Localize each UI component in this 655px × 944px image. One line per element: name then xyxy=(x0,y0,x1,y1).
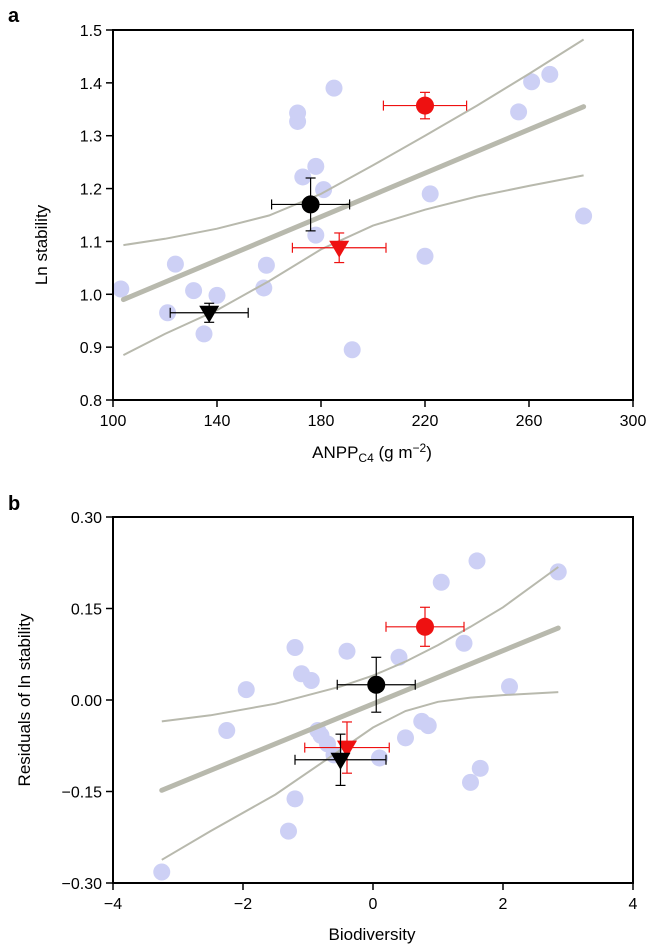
panel-b-data-point-21 xyxy=(468,552,486,570)
panel-a-plot-area: 100 140 180 220 260 300 0.8 0.9 1.0 1.1 1.2 1.3 1.4 1… xyxy=(80,23,647,430)
panel-b-data-point-19 xyxy=(455,634,473,652)
panel-b-data-point-2 xyxy=(237,681,255,699)
panel-a-data-point-18 xyxy=(510,103,528,121)
panel-b-data-point-15 xyxy=(397,729,414,747)
panel-a-data-point-12 xyxy=(307,226,325,244)
panel-a-data-point-3 xyxy=(185,282,203,300)
panel-b-y-tick-label-3: 0.15 xyxy=(71,602,102,619)
panel-b-data-point-13 xyxy=(371,749,388,767)
panel-b-data-point-18 xyxy=(432,573,450,591)
panel-a-circle-point-1 xyxy=(416,96,434,115)
panel-b-data-point-0 xyxy=(153,863,171,881)
panel-a-y-axis-label: Ln stability xyxy=(32,204,51,285)
panel-b-circle-point-0 xyxy=(367,675,386,694)
panel-b-circle-point-1 xyxy=(416,617,434,636)
panel-b-plot-area: −4 −2 0 2 4 −0.30 −0.15 0.00 0.15 0.30 xyxy=(62,510,638,913)
panel-a-y-tick-label-0: 0.8 xyxy=(80,393,102,410)
panel-a-data-point-16 xyxy=(416,247,434,265)
panel-a-y-tick-label-4: 1.2 xyxy=(80,182,102,199)
panel-a-y-tick-label-3: 1.1 xyxy=(80,234,102,251)
panel-b-triangle-point-2 xyxy=(337,740,357,758)
panel-a-data-point-19 xyxy=(523,73,541,91)
panel-a-letter: a xyxy=(8,5,20,27)
panel-a-x-tick-label-2: 180 xyxy=(308,413,335,430)
panel-b-circle-red-marker xyxy=(385,606,465,647)
panel-b-data-point-3 xyxy=(280,822,297,840)
panel-a-data-point-15 xyxy=(343,341,361,359)
panel-b-y-axis-label: Residuals of ln stability xyxy=(15,613,34,786)
panel-a-data-point-4 xyxy=(195,325,213,343)
panel-a-data-point-1 xyxy=(159,304,177,322)
panel-a-circle-point-0 xyxy=(301,195,320,214)
panel-b-ci-upper-line xyxy=(161,566,559,723)
panel-a-data-point-17 xyxy=(421,185,439,203)
panel-b-x-tick-label-1: −2 xyxy=(234,896,252,913)
panel-b-x-tick-label-4: 4 xyxy=(629,896,638,913)
panel-b-x-tick-label-3: 2 xyxy=(499,896,508,913)
panel-a-circle-red-marker xyxy=(382,91,468,120)
panel-b-data-point-22 xyxy=(471,759,489,777)
panel-a-data-point-20 xyxy=(541,65,559,83)
panel-b-triangle-point-3 xyxy=(330,752,351,770)
panel-a-x-tick-label-1: 140 xyxy=(204,413,231,430)
panel-a-circle-black-marker xyxy=(271,177,351,232)
panel-b-y-tick-label-2: 0.00 xyxy=(71,693,102,710)
panel-a-y-tick-label-7: 1.5 xyxy=(80,23,102,40)
panel-b-triangle-black-marker xyxy=(294,733,387,787)
panel-a-data-point-6 xyxy=(255,279,273,297)
panel-a-x-tick-label-0: 100 xyxy=(100,413,127,430)
panel-a-frame xyxy=(112,29,634,401)
panel-a-x-tick-label-5: 300 xyxy=(620,413,647,430)
panel-b-data-point-7 xyxy=(302,671,320,689)
panel-a-triangle-point-2 xyxy=(329,240,350,258)
panel-a-y-tick-label-1: 0.9 xyxy=(80,340,102,357)
panel-b-data-point-17 xyxy=(419,717,437,735)
panel-b-triangle-red-marker xyxy=(304,721,390,774)
panel-b-data-point-23 xyxy=(501,678,518,696)
panel-b-circle-black-marker xyxy=(336,656,416,713)
panel-b-data-point-14 xyxy=(390,648,408,666)
panel-a-data-point-5 xyxy=(208,286,226,304)
panel-b-letter: b xyxy=(8,493,20,515)
panel-b-data-point-12 xyxy=(338,642,356,660)
panel-a-data-point-9 xyxy=(289,104,307,122)
panel-a-regression-line xyxy=(120,104,587,303)
panel-a-data-point-2 xyxy=(166,255,184,273)
panel-b-ci-lower-line xyxy=(161,691,559,861)
panel-a: a 100 140 180 220 260 300 0.8 0.9 1.0 1.1 1.2 1.3 1.… xyxy=(8,5,646,465)
panel-a-triangle-red-marker xyxy=(291,232,387,264)
panel-b-y-tick-label-1: −0.15 xyxy=(62,785,103,802)
panel-a-ci-lower-line xyxy=(122,174,584,356)
panel-b-y-tick-label-0: −0.30 xyxy=(62,876,103,893)
panel-b-x-axis-label: Biodiversity xyxy=(329,925,416,944)
panel-b-x-tick-label-2: 0 xyxy=(369,896,378,913)
panel-a-y-tick-label-5: 1.3 xyxy=(80,129,102,146)
panel-b-data-point-20 xyxy=(462,773,479,791)
panel-a-triangle-point-3 xyxy=(199,305,220,323)
panel-a-y-tick-label-6: 1.4 xyxy=(80,76,102,93)
panel-a-data-point-10 xyxy=(294,168,312,186)
panel-b-data-point-4 xyxy=(286,790,304,808)
panel-a-data-point-11 xyxy=(307,157,325,175)
panel-a-x-tick-label-4: 260 xyxy=(516,413,543,430)
panel-a-data-point-0 xyxy=(112,280,130,298)
panel-a-y-tick-label-2: 1.0 xyxy=(80,287,102,304)
panel-b-data-point-1 xyxy=(218,722,236,739)
panel-b-data-point-24 xyxy=(549,563,567,581)
panel-b-regression-line xyxy=(159,625,561,793)
panel-a-data-point-21 xyxy=(575,207,593,225)
panel-a-x-tick-label-3: 220 xyxy=(412,413,439,430)
panel-a-ci-upper-line xyxy=(123,38,585,247)
panel-a-x-axis-label: ANPPC4 (g m−2) xyxy=(312,441,432,465)
panel-a-triangle-black-marker xyxy=(169,302,249,323)
panel-a-data-point-7 xyxy=(257,256,275,274)
panel-b-data-point-5 xyxy=(286,639,304,657)
panel-b-y-tick-label-4: 0.30 xyxy=(71,510,102,527)
panel-b: b −4 −2 0 2 4 −0.30 −0.15 0.00 0.15 0.30 Residual… xyxy=(8,493,638,944)
panel-b-x-tick-label-0: −4 xyxy=(104,896,122,913)
panel-a-data-point-14 xyxy=(325,79,343,97)
